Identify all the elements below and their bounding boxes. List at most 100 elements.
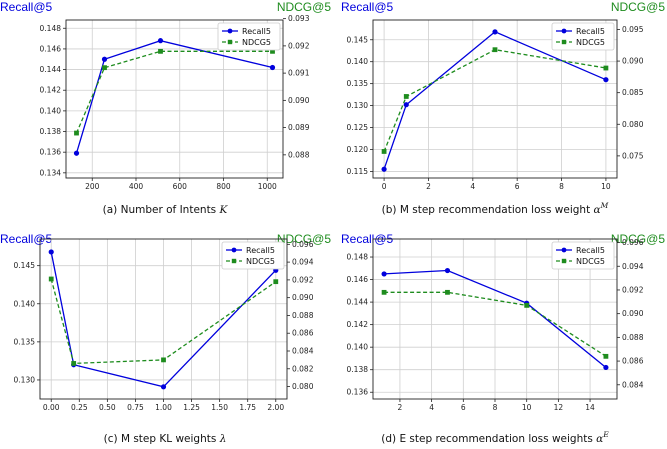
x-tick-label: 6 <box>461 403 466 412</box>
series-line-ndcg5 <box>384 291 607 357</box>
plot-frame <box>372 238 618 400</box>
y-tick-label-right: 0.090 <box>292 293 314 302</box>
data-point-recall5 <box>269 64 276 71</box>
y-tick-label-left: 0.136 <box>40 148 62 157</box>
caption: (c) M step KL weights λ <box>104 433 227 445</box>
y-tick-label-right: 0.092 <box>288 41 310 50</box>
data-point-recall5 <box>157 38 164 44</box>
y-tick-label-right: 0.092 <box>622 285 644 294</box>
y-tick-label-left: 0.138 <box>347 365 369 374</box>
series-line-recall5 <box>383 31 607 170</box>
series-line-ndcg5 <box>50 278 277 365</box>
y-tick-label-left: 0.120 <box>347 145 369 154</box>
x-tick-label: 4 <box>470 182 475 191</box>
data-point-ndcg5 <box>158 48 163 54</box>
y-tick-label-left: 0.115 <box>347 167 369 176</box>
data-point-ndcg5 <box>445 289 450 295</box>
data-point-recall5 <box>101 56 108 62</box>
y-tick-label-left: 0.145 <box>14 261 36 270</box>
chart-panel-b: Recall@5 NDCG@5 (b) M step recommendatio… <box>341 0 665 216</box>
y-tick-label-right: 0.080 <box>292 382 314 391</box>
y-tick-label-right: 0.093 <box>288 14 310 23</box>
right-axis-title: NDCG@5 <box>277 0 332 14</box>
data-point-ndcg5 <box>102 65 107 71</box>
legend-box <box>217 22 281 51</box>
y-tick-label-left: 0.135 <box>347 79 369 88</box>
y-tick-label-right: 0.090 <box>622 57 644 66</box>
y-tick-label-right: 0.088 <box>622 333 644 342</box>
data-point-recall5 <box>160 384 167 390</box>
legend-marker-ndcg5 <box>227 39 233 45</box>
y-tick-label-left: 0.140 <box>14 299 36 308</box>
legend-label-recall5: Recall5 <box>246 246 275 255</box>
y-tick-label-right: 0.080 <box>622 120 644 129</box>
x-tick-label: 1.50 <box>211 403 228 412</box>
y-tick-label-right: 0.088 <box>288 150 310 159</box>
chart-panel-d: Recall@5 NDCG@5 (d) E step recommendatio… <box>341 232 665 445</box>
y-tick-label-right: 0.090 <box>288 96 310 105</box>
y-tick-label-right: 0.096 <box>292 240 314 249</box>
legend: Recall5 NDCG5 <box>217 22 281 51</box>
x-tick-label: 10 <box>522 403 532 412</box>
right-axis-title: NDCG@5 <box>277 232 332 246</box>
series-line-ndcg5 <box>383 49 607 152</box>
legend-marker-recall5 <box>227 28 233 34</box>
chart-panel-c: Recall@5 NDCG@5 (c) M step KL weights λ … <box>0 232 331 445</box>
plot-frame <box>39 238 288 400</box>
x-tick-label: 1000 <box>258 182 277 191</box>
y-tick-label-left: 0.146 <box>40 44 62 53</box>
data-point-ndcg5 <box>381 149 387 154</box>
y-tick-label-right: 0.082 <box>292 364 314 373</box>
caption: (d) E step recommendation loss weights α… <box>381 430 609 445</box>
left-axis-title: Recall@5 <box>341 232 394 246</box>
legend-box <box>221 241 285 270</box>
y-tick-label-left: 0.134 <box>40 168 62 177</box>
y-tick-label-right: 0.092 <box>292 275 314 284</box>
y-tick-label-left: 0.130 <box>14 375 36 384</box>
data-point-recall5 <box>48 249 54 255</box>
y-tick-label-left: 0.135 <box>14 337 36 346</box>
caption: (a) Number of Intents K <box>103 204 229 216</box>
data-point-ndcg5 <box>74 130 79 136</box>
right-axis-title: NDCG@5 <box>611 0 666 14</box>
y-tick-label-left: 0.140 <box>40 106 62 115</box>
y-tick-label-right: 0.085 <box>622 88 644 97</box>
y-tick-label-right: 0.095 <box>622 25 644 34</box>
legend-label-ndcg5: NDCG5 <box>242 38 271 47</box>
x-tick-label: 600 <box>173 182 188 191</box>
data-point-ndcg5 <box>492 47 498 53</box>
x-tick-label: 0.50 <box>99 403 116 412</box>
data-point-ndcg5 <box>71 361 77 366</box>
x-tick-label: 0 <box>382 182 387 191</box>
y-tick-label-right: 0.088 <box>292 311 314 320</box>
y-tick-label-left: 0.142 <box>347 320 369 329</box>
data-point-ndcg5 <box>161 357 166 363</box>
chart-panel-a: Recall@5 NDCG@5 (a) Number of Intents K … <box>0 0 331 216</box>
x-tick-label: 2 <box>426 182 431 191</box>
data-point-ndcg5 <box>381 289 387 295</box>
y-tick-label-right: 0.086 <box>622 357 644 366</box>
x-tick-label: 6 <box>515 182 520 191</box>
data-point-recall5 <box>403 102 409 108</box>
legend-label-recall5: Recall5 <box>576 27 605 36</box>
y-tick-label-left: 0.140 <box>347 343 369 352</box>
x-tick-label: 10 <box>601 182 611 191</box>
y-tick-label-right: 0.075 <box>622 151 644 160</box>
y-tick-label-right: 0.096 <box>622 238 644 247</box>
legend-marker-recall5 <box>561 247 567 253</box>
y-tick-label-left: 0.146 <box>347 275 369 284</box>
legend-marker-recall5 <box>231 247 237 253</box>
right-axis-title: NDCG@5 <box>611 232 666 246</box>
x-tick-label: 400 <box>129 182 144 191</box>
series-line-ndcg5 <box>75 50 273 134</box>
y-tick-label-right: 0.094 <box>622 262 644 271</box>
y-tick-label-right: 0.090 <box>622 309 644 318</box>
x-tick-label: 2 <box>398 403 403 412</box>
x-tick-label: 12 <box>554 403 564 412</box>
x-tick-label: 0.25 <box>71 403 88 412</box>
legend-label-recall5: Recall5 <box>576 246 605 255</box>
y-tick-label-left: 0.144 <box>40 65 62 74</box>
y-tick-label-left: 0.140 <box>347 57 369 66</box>
x-tick-label: 0.75 <box>127 403 144 412</box>
x-tick-label: 2.00 <box>267 403 284 412</box>
